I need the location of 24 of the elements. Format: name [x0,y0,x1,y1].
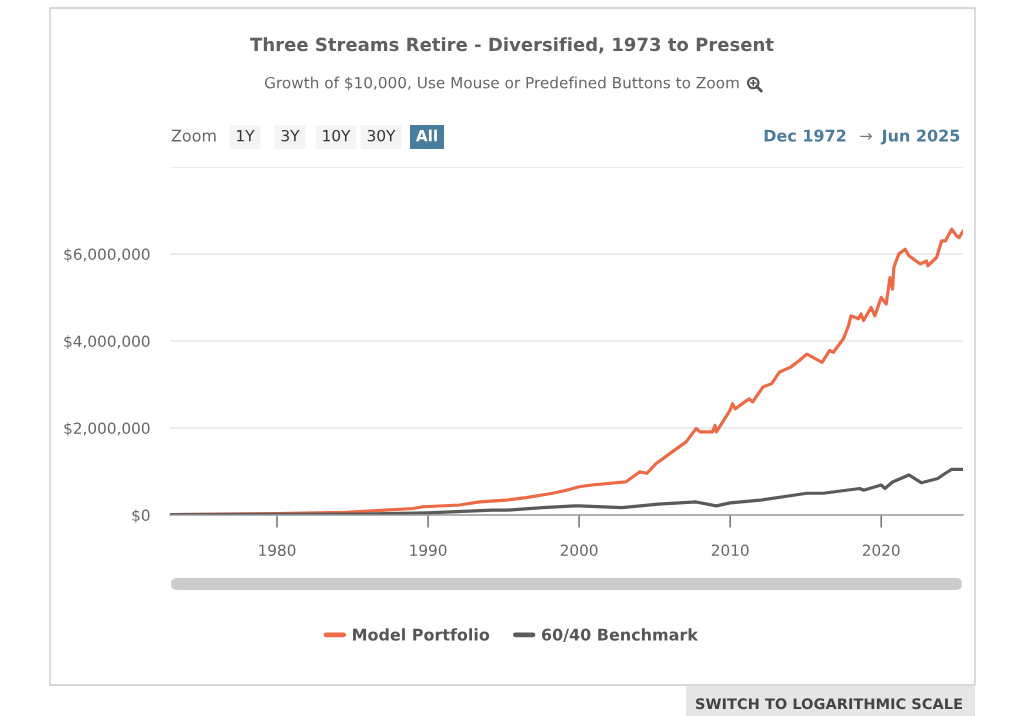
x-tick-label: 1980 [259,544,296,556]
text: → [860,132,872,140]
x-tick-label: 2020 [862,544,900,556]
y-tick-label: $4,000,000 [64,335,150,350]
y-tick-label: $2,000,000 [64,422,150,437]
text: Zoom [171,129,216,142]
x-tick-label: 2010 [711,544,749,556]
chart-title: Three Streams Retire - Diversified, 1973 to Present [250,37,774,54]
text: 1Y [237,130,255,142]
line-series [170,467,963,515]
text: Dec 1972 [764,129,846,142]
text: 10Y [323,129,351,142]
legend-label: Model Portfolio [353,628,490,641]
x-tick-label: 2000 [560,544,598,556]
chart-subtitle: Growth of $10,000, Use Mouse or Predefined Buttons to Zoom [264,76,739,91]
x-tick-label: 1990 [410,544,447,556]
y-tick-label: $0 [132,509,150,524]
text: 30Y [367,129,396,142]
text: Jun 2025 [880,129,960,145]
text: SWITCH TO LOGARITHMIC SCALE [696,698,962,710]
y-tick-label: $6,000,000 [64,248,150,263]
text: 3Y [281,129,300,142]
legend-label: 60/40 Benchmark [541,628,699,642]
text: All [415,129,437,142]
